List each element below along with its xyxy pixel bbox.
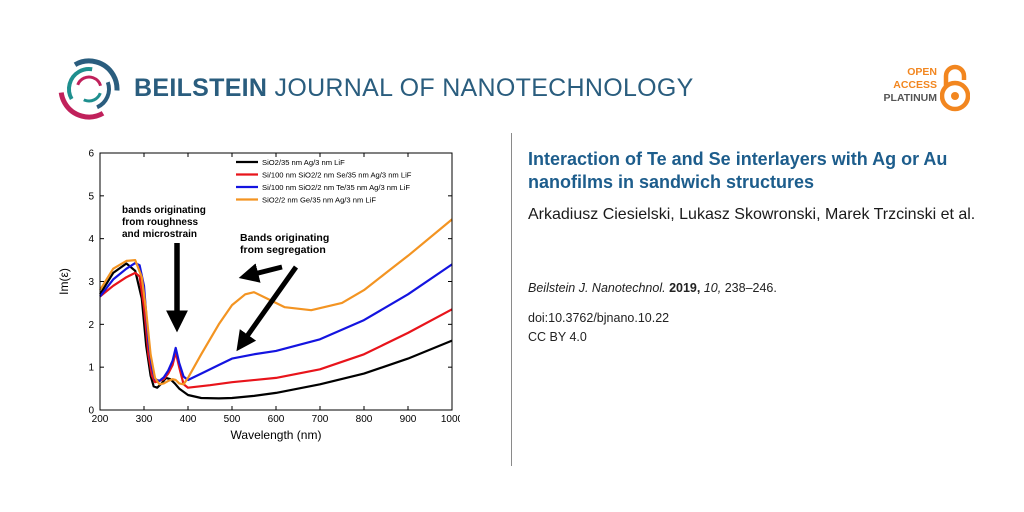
journal-name-rest: JOURNAL OF NANOTECHNOLOGY (274, 74, 694, 102)
citation-volume: 10, (703, 281, 722, 295)
open-access-badge: OPEN ACCESS PLATINUM (862, 64, 972, 114)
journal-abbrev: Beilstein J. Nanotechnol. (528, 281, 666, 295)
vertical-divider (511, 133, 512, 466)
legend-label-3: SiO2/2 nm Ge/35 nm Ag/3 nm LiF (262, 196, 376, 205)
doi-link[interactable]: doi:10.3762/bjnano.10.22 (528, 311, 670, 325)
y-axis-label: Im(ε) (57, 268, 71, 295)
arrow-segregation-lower (236, 265, 299, 352)
y-tick-label: 3 (88, 277, 94, 288)
x-tick-label: 500 (224, 414, 241, 425)
series-line-3 (99, 218, 453, 386)
access-label: ACCESS (893, 79, 937, 91)
open-lock-icon (940, 64, 970, 112)
x-tick-label: 300 (136, 414, 153, 425)
journal-name[interactable]: BEILSTEIN JOURNAL OF NANOTECHNOLOGY (134, 74, 694, 103)
beilstein-logo (58, 58, 120, 120)
y-tick-label: 5 (88, 191, 94, 202)
y-tick-label: 6 (88, 149, 94, 160)
legend-label-2: Si/100 nm SiO2/2 nm Te/35 nm Ag/3 nm LiF (262, 183, 410, 192)
annotation-roughness-line: bands originating (122, 205, 206, 216)
y-tick-label: 0 (88, 406, 94, 417)
open-label: OPEN (907, 66, 937, 78)
y-tick-label: 1 (88, 363, 94, 374)
citation-year: 2019, (669, 281, 701, 295)
annotation-segregation-line: from segregation (240, 244, 326, 256)
x-tick-label: 700 (312, 414, 329, 425)
citation-pages: 238–246. (724, 281, 777, 295)
annotation-roughness-line: and microstrain (122, 229, 197, 240)
citation: Beilstein J. Nanotechnol. 2019, 10, 238–… (528, 281, 777, 295)
legend-label-1: Si/100 nm SiO2/2 nm Se/35 nm Ag/3 nm LiF (262, 171, 412, 180)
license: CC BY 4.0 (528, 330, 587, 344)
series-line-0 (99, 262, 453, 400)
x-tick-label: 600 (268, 414, 285, 425)
x-tick-label: 900 (400, 414, 417, 425)
series-line-2 (99, 262, 453, 382)
article-title[interactable]: Interaction of Te and Se interlayers wit… (528, 149, 948, 192)
article-authors: Arkadiusz Ciesielski, Lukasz Skowronski,… (528, 206, 976, 223)
series-line-1 (99, 271, 453, 389)
beilstein-swirl-icon (58, 58, 120, 120)
journal-name-bold: BEILSTEIN (134, 74, 268, 102)
y-tick-label: 4 (88, 234, 94, 245)
x-tick-label: 400 (180, 414, 197, 425)
annotation-roughness-line: from roughness (122, 217, 199, 228)
annotation-segregation-line: Bands originating (240, 232, 329, 244)
arrow-segregation-upper (238, 263, 283, 283)
y-tick-label: 2 (88, 320, 94, 331)
x-tick-label: 800 (356, 414, 373, 425)
legend-label-0: SiO2/35 nm Ag/3 nm LiF (262, 158, 345, 167)
x-axis-label: Wavelength (nm) (231, 428, 322, 442)
platinum-label: PLATINUM (883, 92, 937, 104)
x-tick-label: 200 (92, 414, 109, 425)
